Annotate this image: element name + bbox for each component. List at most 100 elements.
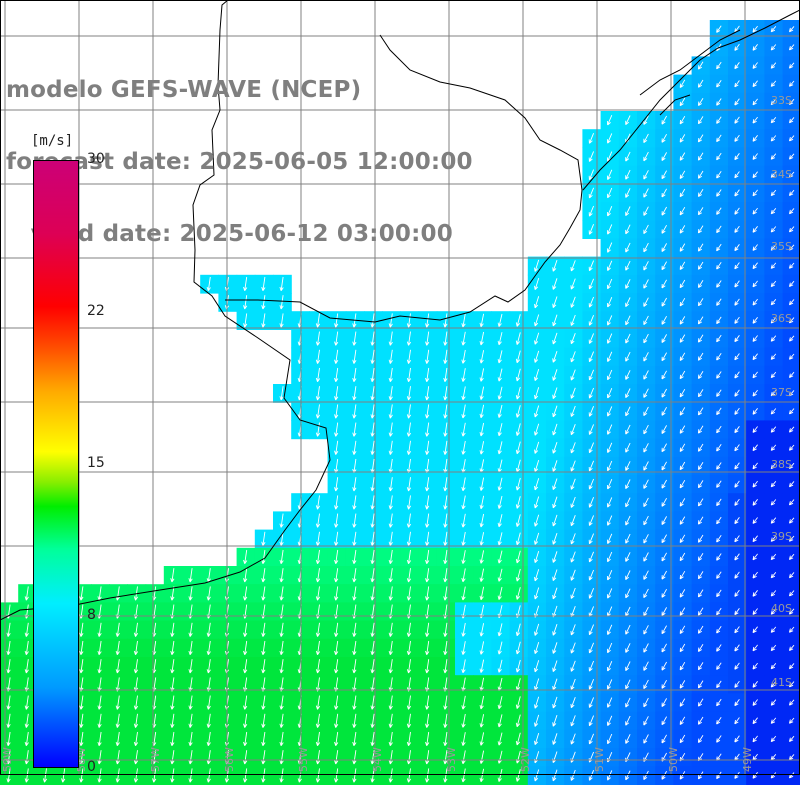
wind-arrow <box>552 678 558 691</box>
wind-arrow <box>661 679 667 689</box>
wind-arrow <box>552 569 558 582</box>
wind-arrow <box>334 440 339 455</box>
wind-arrow <box>770 608 777 615</box>
wind-arrow <box>588 497 595 508</box>
wind-arrow <box>479 659 485 673</box>
wind-arrow <box>79 640 84 656</box>
wind-arrow <box>425 768 430 783</box>
wind-arrow <box>552 296 558 309</box>
wind-arrow <box>24 768 29 783</box>
wind-arrow <box>788 353 795 360</box>
wind-arrow <box>625 734 631 744</box>
wind-arrow <box>497 550 503 564</box>
wind-arrow <box>115 750 120 765</box>
wind-arrow <box>552 478 558 491</box>
wind-arrow <box>697 589 704 598</box>
wind-arrow <box>279 568 284 583</box>
wind-arrow <box>716 225 722 234</box>
wind-arrow <box>461 404 466 419</box>
wind-arrow <box>261 750 266 765</box>
lat-label: 35S <box>771 240 792 253</box>
wind-arrow <box>679 134 686 143</box>
wind-arrow <box>770 462 777 470</box>
wind-arrow <box>606 770 613 781</box>
wind-arrow <box>770 135 777 142</box>
wind-arrow <box>115 731 120 747</box>
wind-arrow <box>752 116 758 124</box>
wind-arrow <box>115 622 120 637</box>
wind-arrow <box>588 315 595 326</box>
wind-arrow <box>243 713 248 728</box>
wind-arrow <box>370 586 375 601</box>
wind-arrow <box>697 643 704 652</box>
wind-arrow <box>515 714 521 728</box>
wind-arrow <box>606 497 613 508</box>
wind-arrow <box>370 313 375 328</box>
wind-arrow <box>461 768 466 783</box>
wind-arrow <box>734 589 740 597</box>
wind-arrow <box>788 371 795 379</box>
wind-arrow <box>770 317 777 324</box>
wind-arrow <box>552 387 558 400</box>
wind-arrow <box>606 570 613 581</box>
wind-arrow <box>352 750 357 765</box>
wind-arrow <box>570 296 576 308</box>
wind-arrow <box>6 713 11 728</box>
wind-arrow <box>370 477 375 492</box>
wind-arrow <box>752 280 758 288</box>
wind-arrow <box>425 659 430 674</box>
lon-label: 51W <box>593 747 606 772</box>
wind-arrow <box>552 332 558 345</box>
wind-arrow <box>770 44 777 51</box>
wind-arrow <box>625 351 631 362</box>
wind-arrow <box>770 262 777 269</box>
wind-arrow <box>334 586 339 601</box>
wind-arrow <box>388 367 393 383</box>
wind-arrow <box>115 713 120 728</box>
wind-arrow <box>370 695 375 710</box>
wind-arrow <box>661 516 667 525</box>
wind-arrow <box>570 733 576 745</box>
wind-arrow <box>734 189 740 197</box>
wind-arrow <box>388 659 393 674</box>
wind-arrow <box>588 679 595 690</box>
wind-arrow <box>788 280 795 288</box>
wind-arrow <box>643 206 649 216</box>
wind-arrow <box>552 733 558 745</box>
wind-arrow <box>679 607 686 616</box>
wind-arrow <box>188 586 193 601</box>
wind-arrow <box>697 516 704 525</box>
wind-arrow <box>679 97 686 107</box>
wind-arrow <box>716 444 722 452</box>
wind-arrow <box>679 534 686 543</box>
wind-arrow <box>461 422 466 437</box>
wind-arrow <box>461 440 466 455</box>
wind-arrow <box>279 386 284 401</box>
wind-arrow <box>643 297 649 307</box>
lon-label: 56W <box>223 747 236 772</box>
wind-arrow <box>133 731 139 747</box>
wind-arrow <box>406 750 412 765</box>
wind-arrow <box>279 750 284 765</box>
wind-arrow <box>643 479 649 489</box>
wind-arrow <box>515 405 521 418</box>
wind-arrow <box>643 133 649 144</box>
wind-arrow <box>606 187 613 199</box>
wind-arrow <box>679 370 686 380</box>
wind-arrow <box>643 315 649 326</box>
wind-arrow <box>497 568 503 582</box>
wind-arrow <box>679 261 686 270</box>
wind-arrow <box>588 715 595 727</box>
wind-arrow <box>643 333 649 344</box>
wind-arrow <box>661 443 667 453</box>
wind-arrow <box>370 622 375 637</box>
wind-arrow <box>788 626 795 633</box>
wind-arrow <box>770 26 777 33</box>
wind-arrow <box>697 662 704 671</box>
wind-arrow <box>734 480 740 488</box>
wind-arrow <box>279 659 284 674</box>
wind-arrow <box>716 735 722 743</box>
wind-arrow <box>552 660 558 673</box>
wind-arrow <box>406 568 412 583</box>
wind-arrow <box>606 206 613 217</box>
